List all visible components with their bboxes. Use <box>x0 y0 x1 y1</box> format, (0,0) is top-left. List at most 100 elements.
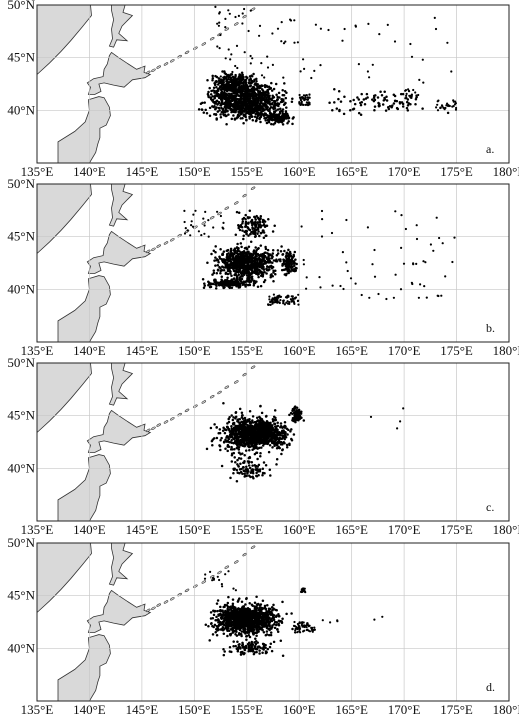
map-panel-2: 135°E 140°E 145°E 150°E 155°E 160°E 165°E 170°E… <box>7 176 519 358</box>
fishing-point <box>284 117 288 120</box>
fishing-point <box>436 109 440 112</box>
fishing-point <box>222 221 225 224</box>
fishing-point <box>217 77 221 80</box>
map-panel-4: 135°E 140°E 145°E 150°E 155°E 160°E 165°E 170°E… <box>7 535 519 717</box>
fishing-point <box>227 629 231 633</box>
fishing-point <box>234 15 237 19</box>
fishing-point <box>272 115 276 119</box>
fishing-point <box>231 82 234 85</box>
fishing-point <box>234 424 238 428</box>
fishing-point <box>215 272 219 275</box>
fishing-point <box>321 218 324 221</box>
fishing-point <box>421 107 424 110</box>
fishing-point <box>260 84 263 87</box>
longitude-tick-label: 165°E <box>335 522 368 537</box>
fishing-point <box>258 419 262 422</box>
fishing-point <box>246 87 250 91</box>
fishing-point <box>231 604 234 607</box>
fishing-point <box>258 234 261 238</box>
fishing-point <box>282 76 285 79</box>
fishing-point <box>255 248 258 252</box>
fishing-point <box>319 27 322 30</box>
fishing-point <box>237 420 240 424</box>
gridlines <box>37 184 509 342</box>
fishing-point <box>251 119 255 122</box>
fishing-point <box>444 106 447 110</box>
fishing-point <box>283 82 286 85</box>
fishing-point <box>226 272 230 276</box>
fishing-point <box>396 427 399 430</box>
fishing-point <box>359 101 362 105</box>
fishing-point <box>398 101 402 104</box>
hokkaido-island <box>86 589 152 633</box>
fishing-point <box>215 86 218 89</box>
fishing-point <box>202 111 206 114</box>
fishing-point <box>209 93 213 96</box>
fishing-point <box>376 96 380 99</box>
fishing-point <box>259 416 262 420</box>
fishing-point <box>294 258 297 261</box>
fishing-point <box>225 425 229 429</box>
fishing-point <box>275 446 279 450</box>
fishing-point <box>367 22 370 25</box>
fishing-point <box>253 99 256 103</box>
fishing-point <box>270 81 273 85</box>
fishing-point <box>247 461 251 465</box>
fishing-point <box>247 273 251 277</box>
kuril-island <box>201 400 207 404</box>
fishing-point <box>224 72 228 76</box>
fishing-point <box>252 284 256 287</box>
fishing-point <box>308 96 311 99</box>
kuril-island <box>151 247 156 251</box>
fishing-point <box>219 214 222 218</box>
fishing-point <box>257 275 260 279</box>
fishing-point <box>245 100 248 103</box>
fishing-point <box>227 428 231 432</box>
fishing-point <box>360 293 363 297</box>
points-layer <box>197 5 458 126</box>
fishing-point <box>345 218 348 222</box>
fishing-point <box>294 417 298 420</box>
fishing-point <box>233 270 237 273</box>
fishing-point <box>255 280 258 283</box>
kuril-island <box>234 560 239 564</box>
fishing-point <box>255 634 258 638</box>
fishing-point <box>276 113 280 117</box>
fishing-point <box>233 81 237 84</box>
longitude-tick-label: 155°E <box>230 522 263 537</box>
fishing-point <box>238 228 242 232</box>
fishing-point <box>216 45 219 48</box>
fishing-point <box>192 213 195 216</box>
fishing-point <box>342 287 345 291</box>
fishing-point <box>285 443 289 447</box>
fishing-point <box>252 271 256 274</box>
fishing-point <box>247 234 250 237</box>
fishing-point <box>220 102 223 105</box>
fishing-point <box>218 109 221 112</box>
fishing-point <box>219 93 222 97</box>
fishing-point <box>363 102 367 106</box>
fishing-point <box>253 104 256 107</box>
fishing-point <box>435 106 438 109</box>
fishing-point <box>240 432 244 436</box>
fishing-point <box>247 279 250 283</box>
fishing-point <box>226 82 230 86</box>
fishing-point <box>212 249 216 253</box>
fishing-point <box>392 102 396 105</box>
fishing-point <box>234 411 238 414</box>
fishing-point <box>233 85 237 89</box>
mainland-asia <box>37 184 92 255</box>
fishing-point <box>259 115 263 119</box>
fishing-point <box>274 102 277 105</box>
fishing-point <box>272 415 276 419</box>
fishing-point <box>213 259 216 262</box>
fishing-point <box>202 286 206 289</box>
fishing-point <box>266 441 270 445</box>
fishing-point <box>253 215 256 219</box>
fishing-point <box>229 250 232 253</box>
landmass-layer <box>37 363 256 521</box>
fishing-point <box>222 250 226 253</box>
fishing-point <box>239 275 243 278</box>
fishing-point <box>223 259 227 262</box>
fishing-point <box>212 86 216 89</box>
